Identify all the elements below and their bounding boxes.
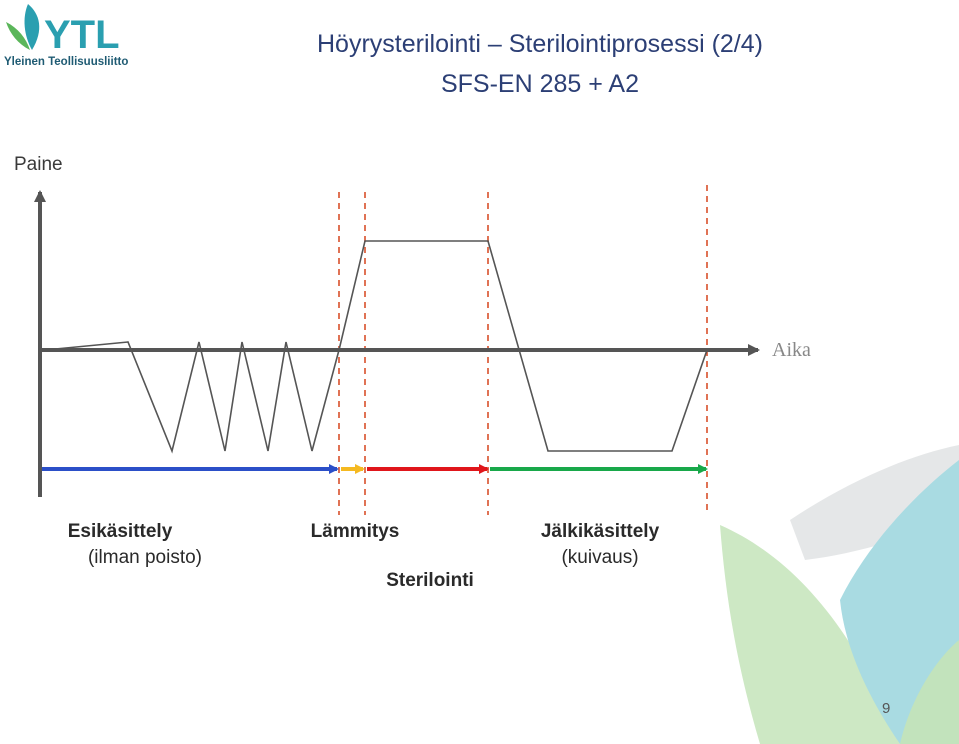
phase-note-pretreatment: (ilman poisto)	[87, 547, 203, 568]
y-axis-label: Paine	[14, 154, 63, 175]
x-axis-label: Aika	[772, 339, 811, 361]
phase-note-posttreatment: (kuivaus)	[561, 547, 639, 568]
phase-label-heating: Lämmitys	[310, 521, 400, 542]
leaf-light-green	[900, 640, 959, 744]
logo-leaf-left	[6, 22, 30, 50]
phase-label-sterilization: Sterilointi	[386, 570, 474, 591]
leaf-green	[720, 525, 900, 744]
leaf-blue	[840, 460, 959, 744]
logo-subtext: Yleinen Teollisuusliitto	[4, 56, 129, 68]
phase-label-pretreatment: Esikäsittely	[67, 521, 173, 542]
logo-wordmark: YTL	[44, 13, 120, 57]
ytl-logo: YTL	[6, 4, 120, 57]
page-title: Höyrysterilointi – Sterilointiprosessi (…	[317, 30, 763, 58]
logo-leaf-right	[24, 4, 40, 50]
pressure-curve	[44, 240, 708, 454]
page-number: 9	[882, 700, 891, 717]
phase-label-posttreatment: Jälkikäsittely	[540, 521, 660, 542]
page-subtitle: SFS-EN 285 + A2	[440, 70, 640, 98]
